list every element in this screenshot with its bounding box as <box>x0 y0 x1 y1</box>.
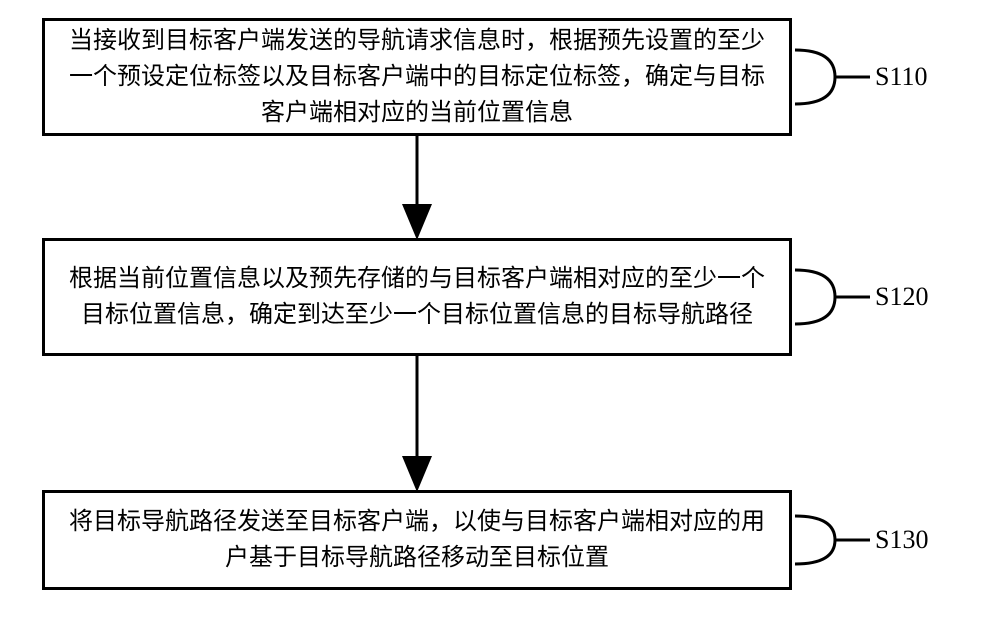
step-box-s110: 当接收到目标客户端发送的导航请求信息时，根据预先设置的至少一个预设定位标签以及目… <box>42 18 792 136</box>
step-label-s130: S130 <box>875 525 928 555</box>
flowchart-canvas: 当接收到目标客户端发送的导航请求信息时，根据预先设置的至少一个预设定位标签以及目… <box>0 0 1000 634</box>
step-text: 根据当前位置信息以及预先存储的与目标客户端相对应的至少一个目标位置信息，确定到达… <box>65 261 769 333</box>
step-text: 将目标导航路径发送至目标客户端，以使与目标客户端相对应的用户基于目标导航路径移动… <box>65 504 769 576</box>
curve-1 <box>795 50 870 104</box>
step-text: 当接收到目标客户端发送的导航请求信息时，根据预先设置的至少一个预设定位标签以及目… <box>65 23 769 131</box>
curve-2 <box>795 270 870 324</box>
step-box-s120: 根据当前位置信息以及预先存储的与目标客户端相对应的至少一个目标位置信息，确定到达… <box>42 238 792 356</box>
curve-3 <box>795 516 870 564</box>
step-label-s110: S110 <box>875 62 928 92</box>
step-box-s130: 将目标导航路径发送至目标客户端，以使与目标客户端相对应的用户基于目标导航路径移动… <box>42 490 792 590</box>
step-label-s120: S120 <box>875 282 928 312</box>
